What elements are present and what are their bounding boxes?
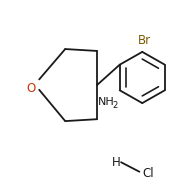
Text: Cl: Cl <box>142 167 154 180</box>
Text: O: O <box>26 82 35 95</box>
Text: H: H <box>112 156 121 169</box>
Text: NH: NH <box>98 97 115 107</box>
Text: 2: 2 <box>112 101 117 110</box>
Text: Br: Br <box>138 34 151 47</box>
